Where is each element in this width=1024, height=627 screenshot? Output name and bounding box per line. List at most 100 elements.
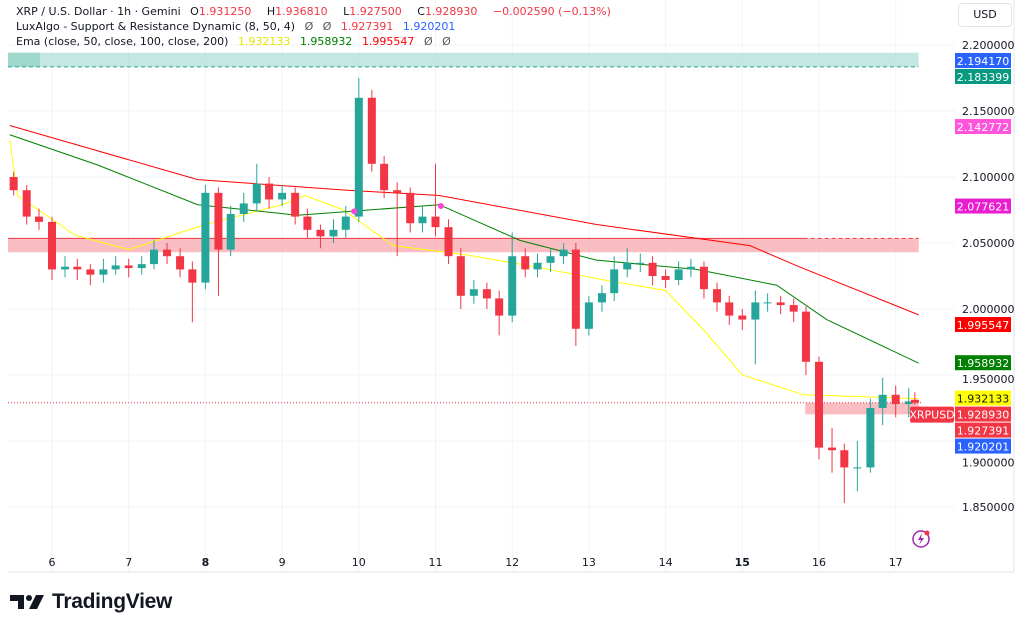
price-label-badge	[955, 390, 1011, 406]
price-label-badge	[955, 438, 1011, 454]
price-label-value: 1.928930	[957, 409, 1010, 422]
ema-line-100	[9, 134, 919, 364]
candle	[559, 243, 568, 265]
resistance-zone	[8, 52, 919, 67]
candle-body	[776, 302, 785, 306]
lightning-icon[interactable]	[912, 530, 930, 548]
candle	[725, 295, 734, 325]
candle-body	[661, 276, 670, 280]
price-label: 1.928930	[955, 406, 1011, 422]
candle-body	[751, 302, 760, 320]
candle	[316, 224, 325, 249]
price-label-badge	[955, 53, 1011, 68]
candle	[265, 177, 274, 209]
candle	[22, 184, 31, 225]
price-label-badge	[955, 355, 1011, 371]
candle	[891, 385, 900, 418]
support-zone	[8, 238, 919, 253]
candle	[904, 388, 913, 418]
candle-body	[418, 216, 427, 224]
indicator-name[interactable]: Ema (close, 50, close, 100, close, 200)	[16, 35, 229, 48]
candle	[584, 295, 593, 336]
price-label-value: 2.142772	[957, 121, 1010, 134]
candle	[763, 293, 772, 312]
candle	[661, 269, 670, 288]
high-value: 1.936810	[275, 5, 328, 18]
currency-button[interactable]: USD	[958, 3, 1012, 27]
price-tick-label: 1.950000	[962, 373, 1015, 386]
candle-body	[239, 203, 248, 214]
candle	[393, 182, 402, 257]
candle-body	[188, 269, 197, 283]
lightning-icon-ring	[912, 530, 930, 548]
candle	[444, 219, 453, 265]
time-tick-label: 10	[352, 556, 366, 569]
candle-body	[584, 302, 593, 329]
candle	[239, 192, 248, 222]
support-zone	[805, 402, 919, 415]
candle-body	[252, 183, 261, 204]
price-label-value: 2.183399	[957, 71, 1010, 84]
price-label-value: 1.932133	[957, 393, 1010, 406]
ema-line-50	[9, 139, 919, 400]
candle	[751, 290, 760, 365]
candle-body	[546, 256, 555, 263]
tradingview-logo[interactable]: TradingView	[10, 590, 172, 614]
candle-body	[853, 467, 862, 469]
change-value: −0.002590 (−0.13%)	[492, 5, 611, 18]
candle	[712, 282, 721, 312]
candle	[866, 398, 875, 473]
candle-body	[367, 97, 376, 164]
candle-body	[674, 269, 683, 280]
candle	[648, 256, 657, 286]
price-tick-label: 2.100000	[962, 171, 1015, 184]
price-label: 2.194170	[955, 53, 1011, 68]
price-label-badge	[955, 69, 1011, 84]
price-tick-label: 1.850000	[962, 501, 1015, 514]
candle-body	[597, 293, 606, 303]
candle-body	[610, 269, 619, 294]
price-label: 1.920201	[955, 438, 1011, 454]
candle	[853, 441, 862, 492]
candle-body	[34, 216, 43, 222]
candle-body	[456, 256, 465, 296]
open-value: 1.931250	[198, 5, 252, 18]
candle	[623, 248, 632, 278]
candle	[533, 253, 542, 278]
candle	[738, 309, 747, 331]
candle-body	[725, 302, 734, 316]
symbol-title[interactable]: XRP / U.S. Dollar · 1h · Gemini	[16, 5, 181, 18]
price-label-badge	[955, 422, 1011, 438]
candle	[99, 258, 108, 283]
candle	[431, 163, 440, 237]
indicator-name[interactable]: LuxAlgo - Support & Resistance Dynamic (…	[16, 20, 296, 33]
price-label-value: 2.194170	[957, 55, 1010, 68]
candle-body	[623, 262, 632, 270]
candle-body	[9, 177, 18, 191]
candle	[495, 290, 504, 336]
price-label: 2.142772	[955, 119, 1011, 134]
price-label: 1.927391	[955, 422, 1011, 438]
price-label-badge	[955, 198, 1011, 214]
candle	[828, 427, 837, 473]
candle	[188, 261, 197, 323]
candle	[482, 282, 491, 309]
candle-body	[176, 256, 185, 270]
candle-body	[22, 190, 31, 217]
candle-body	[201, 192, 210, 283]
candle	[789, 298, 798, 323]
ema-line-200	[9, 125, 919, 316]
candle	[674, 261, 683, 286]
candle	[86, 264, 95, 286]
price-label-badge	[955, 406, 1011, 422]
candle-body	[393, 190, 402, 193]
price-label-badge	[955, 119, 1011, 134]
candle-body	[380, 163, 389, 191]
candle	[176, 248, 185, 278]
candle-body	[521, 256, 530, 270]
candle	[34, 208, 43, 230]
resistance-zone-start	[8, 52, 40, 67]
candle	[406, 187, 415, 233]
candle	[367, 89, 376, 172]
